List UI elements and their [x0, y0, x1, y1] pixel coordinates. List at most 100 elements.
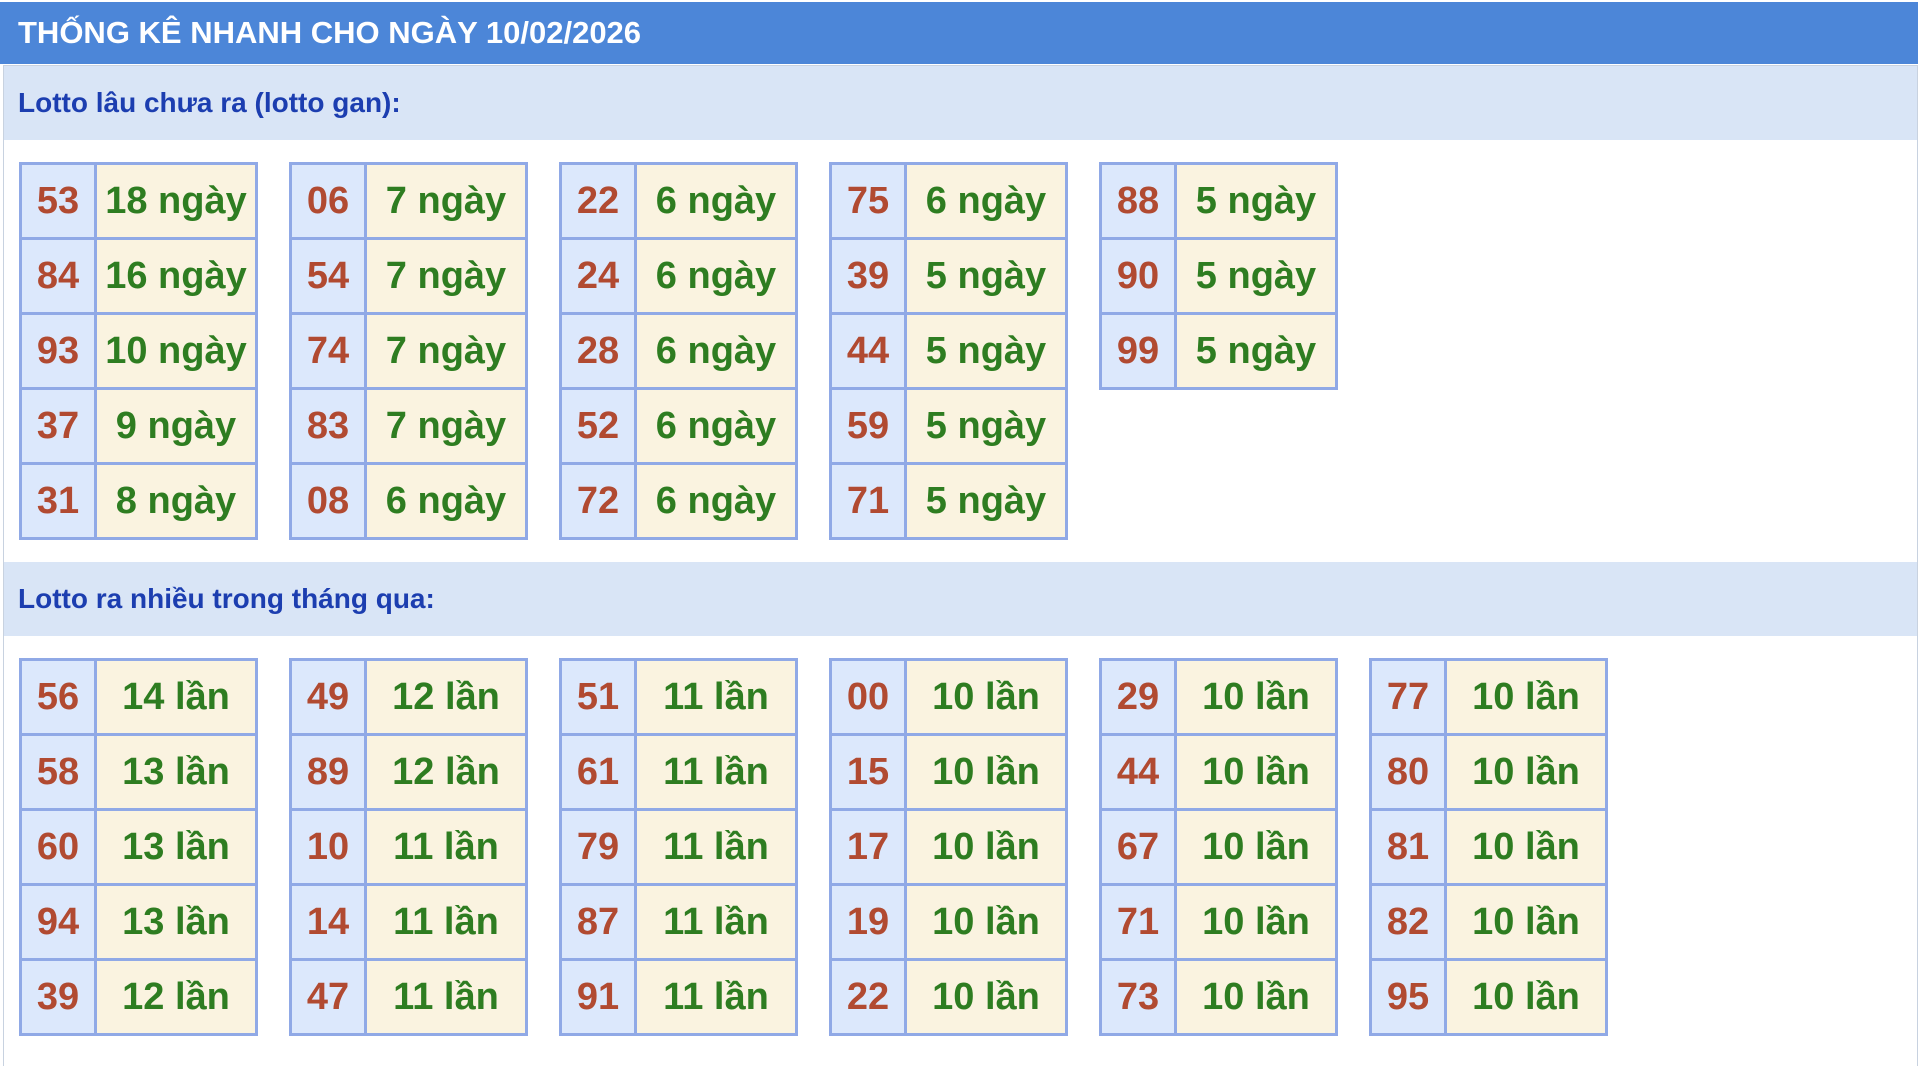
lotto-number: 89: [289, 733, 367, 811]
table-row: 60 13 lần: [19, 808, 258, 886]
lotto-number: 91: [559, 958, 637, 1036]
table-row: 80 10 lần: [1369, 733, 1608, 811]
table-row: 81 10 lần: [1369, 808, 1608, 886]
lotto-stat-value: 7 ngày: [364, 162, 528, 240]
lotto-number: 74: [289, 312, 367, 390]
lotto-stat-value: 6 ngày: [634, 312, 798, 390]
lotto-number: 58: [19, 733, 97, 811]
lotto-stat-value: 12 lần: [364, 733, 528, 811]
lotto-stat-value: 7 ngày: [364, 237, 528, 315]
lotto-stat-value: 10 lần: [1444, 733, 1608, 811]
table-row: 28 6 ngày: [559, 312, 798, 390]
lotto-number: 77: [1369, 658, 1447, 736]
lotto-stat-value: 9 ngày: [94, 387, 258, 465]
lotto-stat-value: 10 lần: [904, 733, 1068, 811]
lotto-number: 73: [1099, 958, 1177, 1036]
table-row: 94 13 lần: [19, 883, 258, 961]
table-row: 61 11 lần: [559, 733, 798, 811]
table-row: 08 6 ngày: [289, 462, 528, 540]
lotto-stat-value: 10 lần: [904, 958, 1068, 1036]
lotto-stat-value: 5 ngày: [904, 237, 1068, 315]
lotto-stats-table: 75 6 ngày 39 5 ngày 44 5 ngày 59 5 ngày 71 5 ngày: [829, 162, 1068, 540]
lotto-number: 19: [829, 883, 907, 961]
lotto-stat-value: 5 ngày: [904, 462, 1068, 540]
lotto-number: 59: [829, 387, 907, 465]
lotto-stat-value: 11 lần: [364, 958, 528, 1036]
table-row: 84 16 ngày: [19, 237, 258, 315]
table-row: 49 12 lần: [289, 658, 528, 736]
lotto-number: 49: [289, 658, 367, 736]
lotto-number: 17: [829, 808, 907, 886]
lotto-stat-value: 11 lần: [364, 808, 528, 886]
lotto-number: 31: [19, 462, 97, 540]
lotto-stat-value: 11 lần: [634, 883, 798, 961]
lotto-number: 47: [289, 958, 367, 1036]
lotto-number: 79: [559, 808, 637, 886]
lotto-number: 88: [1099, 162, 1177, 240]
lotto-number: 99: [1099, 312, 1177, 390]
table-row: 79 11 lần: [559, 808, 798, 886]
table-row: 89 12 lần: [289, 733, 528, 811]
tables-row: 53 18 ngày 84 16 ngày 93 10 ngày 37 9 ngày 31 8 n…: [4, 140, 1917, 562]
lotto-number: 61: [559, 733, 637, 811]
table-row: 47 11 lần: [289, 958, 528, 1036]
table-row: 06 7 ngày: [289, 162, 528, 240]
table-row: 91 11 lần: [559, 958, 798, 1036]
section-heading: Lotto lâu chưa ra (lotto gan):: [4, 66, 1917, 140]
lotto-stats-table: 77 10 lần 80 10 lần 81 10 lần 82 10 lần 95 10 lần: [1369, 658, 1608, 1036]
lotto-number: 15: [829, 733, 907, 811]
lotto-number: 22: [829, 958, 907, 1036]
lotto-stats-table: 29 10 lần 44 10 lần 67 10 lần 71 10 lần 73 10 lần: [1099, 658, 1338, 1036]
lotto-stats-table: 56 14 lần 58 13 lần 60 13 lần 94 13 lần 39 12 lần: [19, 658, 258, 1036]
lotto-number: 52: [559, 387, 637, 465]
lotto-stat-value: 12 lần: [94, 958, 258, 1036]
table-row: 39 5 ngày: [829, 237, 1068, 315]
lotto-number: 93: [19, 312, 97, 390]
table-row: 52 6 ngày: [559, 387, 798, 465]
lotto-number: 44: [1099, 733, 1177, 811]
lotto-stat-value: 5 ngày: [904, 312, 1068, 390]
lotto-number: 39: [829, 237, 907, 315]
lotto-number: 54: [289, 237, 367, 315]
table-row: 22 10 lần: [829, 958, 1068, 1036]
lotto-number: 94: [19, 883, 97, 961]
table-row: 37 9 ngày: [19, 387, 258, 465]
lotto-number: 51: [559, 658, 637, 736]
lotto-stat-value: 7 ngày: [364, 312, 528, 390]
table-row: 22 6 ngày: [559, 162, 798, 240]
lotto-number: 67: [1099, 808, 1177, 886]
lotto-stat-value: 10 lần: [904, 658, 1068, 736]
lotto-stat-value: 10 lần: [1174, 883, 1338, 961]
table-row: 77 10 lần: [1369, 658, 1608, 736]
lotto-stat-value: 5 ngày: [1174, 237, 1338, 315]
lotto-stat-value: 6 ngày: [634, 387, 798, 465]
lotto-stat-value: 6 ngày: [904, 162, 1068, 240]
lotto-number: 80: [1369, 733, 1447, 811]
lotto-stat-value: 6 ngày: [634, 462, 798, 540]
lotto-stat-value: 10 ngày: [94, 312, 258, 390]
lotto-number: 08: [289, 462, 367, 540]
lotto-number: 90: [1099, 237, 1177, 315]
lotto-stat-value: 6 ngày: [634, 162, 798, 240]
lotto-stats-table: 88 5 ngày 90 5 ngày 99 5 ngày: [1099, 162, 1338, 390]
lotto-stat-value: 18 ngày: [94, 162, 258, 240]
lotto-stat-value: 10 lần: [1174, 658, 1338, 736]
lotto-stat-value: 5 ngày: [1174, 162, 1338, 240]
lotto-stats-table: 00 10 lần 15 10 lần 17 10 lần 19 10 lần 22 10 lần: [829, 658, 1068, 1036]
page-title: THỐNG KÊ NHANH CHO NGÀY 10/02/2026: [0, 2, 1918, 64]
lotto-stat-value: 16 ngày: [94, 237, 258, 315]
table-row: 53 18 ngày: [19, 162, 258, 240]
lotto-stats-table: 53 18 ngày 84 16 ngày 93 10 ngày 37 9 ngày 31 8 n…: [19, 162, 258, 540]
lotto-stat-value: 7 ngày: [364, 387, 528, 465]
table-row: 87 11 lần: [559, 883, 798, 961]
table-row: 88 5 ngày: [1099, 162, 1338, 240]
lotto-number: 22: [559, 162, 637, 240]
lotto-number: 71: [1099, 883, 1177, 961]
lotto-stats-table: 51 11 lần 61 11 lần 79 11 lần 87 11 lần 91 11 lần: [559, 658, 798, 1036]
tables-row: 56 14 lần 58 13 lần 60 13 lần 94 13 lần 39 12 lần…: [4, 636, 1917, 1058]
lotto-stat-value: 6 ngày: [364, 462, 528, 540]
table-row: 59 5 ngày: [829, 387, 1068, 465]
lotto-stat-value: 11 lần: [634, 733, 798, 811]
lotto-number: 37: [19, 387, 97, 465]
lotto-stat-value: 14 lần: [94, 658, 258, 736]
